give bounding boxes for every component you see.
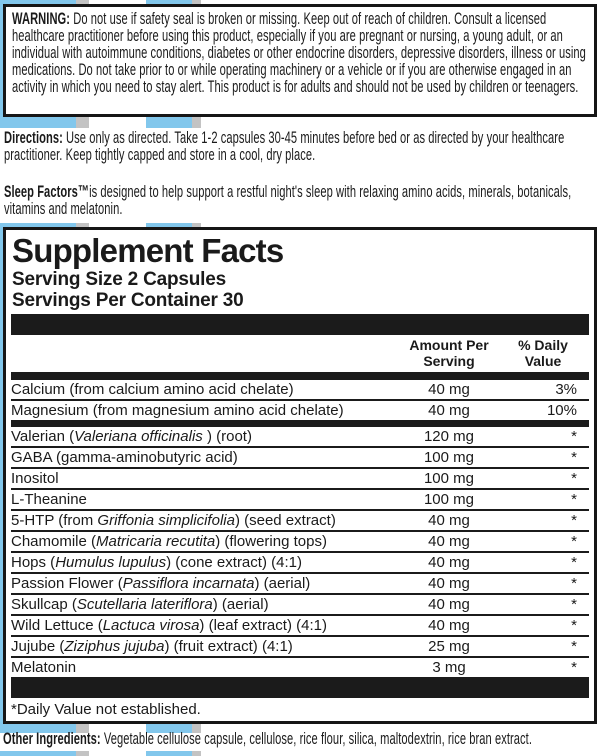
amount-per-serving: 40 mg xyxy=(428,575,470,592)
table-row: Chamomile (Matricaria recutita) (floweri… xyxy=(11,530,589,551)
ingredient-name: Melatonin xyxy=(11,659,77,676)
supplement-facts-panel: Supplement Facts Serving Size 2 Capsules… xyxy=(3,227,597,724)
ingredient-name: 5-HTP (from Griffonia simplicifolia) (se… xyxy=(11,512,336,529)
ingredient-name: Chamomile (Matricaria recutita) (floweri… xyxy=(11,533,327,550)
botanical-name: Passiflora incarnata xyxy=(122,575,255,592)
botanical-name: Matricaria recutita xyxy=(96,533,216,550)
botanical-name: Valeriana officinalis xyxy=(74,428,203,445)
serving-size: Serving Size 2 Capsules xyxy=(12,269,226,290)
other-ingredients-paragraph: Other Ingredients: Vegetable cellulose c… xyxy=(3,729,599,748)
botanical-name: Humulus lupulus xyxy=(55,554,167,571)
table-row: GABA (gamma-aminobutyric acid) 100 mg * xyxy=(11,446,589,467)
warning-text: Do not use if safety seal is broken or m… xyxy=(12,9,586,96)
daily-value: * xyxy=(571,659,577,676)
table-row: Inositol 100 mg * xyxy=(11,467,589,488)
supplement-facts-title: Supplement Facts xyxy=(12,232,284,269)
warning-label: WARNING: xyxy=(12,9,74,28)
amount-per-serving: 40 mg xyxy=(428,554,470,571)
section-divider-bar xyxy=(11,420,589,427)
directions-text: Use only as directed. Take 1-2 capsules … xyxy=(4,128,565,164)
table-row: Calcium (from calcium amino acid chelate… xyxy=(11,380,589,399)
ingredient-name: Skullcap (Scutellaria lateriflora) (aeri… xyxy=(11,596,269,613)
daily-value: * xyxy=(571,617,577,634)
botanical-name: Ziziphus jujuba xyxy=(64,638,165,655)
column-headers: Amount Per Serving % Daily Value xyxy=(11,335,589,372)
ingredient-name: Passion Flower (Passiflora incarnata) (a… xyxy=(11,575,311,592)
other-ingredients-text: Vegetable cellulose capsule, cellulose, … xyxy=(103,729,532,748)
ingredient-name: GABA (gamma-aminobutyric acid) xyxy=(11,449,238,466)
table-row: Wild Lettuce (Lactuca virosa) (leaf extr… xyxy=(11,614,589,635)
servings-per-container: Servings Per Container 30 xyxy=(12,290,244,311)
botanical-name: Lactuca virosa xyxy=(102,617,200,634)
ingredient-name: L-Theanine xyxy=(11,491,87,508)
bottom-white-band xyxy=(0,733,600,751)
daily-value: * xyxy=(571,596,577,613)
table-row: Skullcap (Scutellaria lateriflora) (aeri… xyxy=(11,593,589,614)
warning-paragraph: WARNING: Do not use if safety seal is br… xyxy=(12,9,588,96)
botanical-name: Scutellaria lateriflora xyxy=(76,596,213,613)
ingredient-name: Valerian (Valeriana officinalis ) (root) xyxy=(11,428,252,445)
other-ingredients-label: Other Ingredients: xyxy=(3,729,104,748)
daily-value: * xyxy=(571,575,577,592)
table-row: Hops (Humulus lupulus) (cone extract) (4… xyxy=(11,551,589,572)
amount-column-header: Amount Per Serving xyxy=(409,337,489,369)
description-text: is designed to help support a restful ni… xyxy=(4,181,572,218)
daily-value: * xyxy=(571,428,577,445)
daily-value: * xyxy=(571,638,577,655)
daily-value: * xyxy=(571,491,577,508)
ingredient-name: Jujube (Ziziphus jujuba) (fruit extract)… xyxy=(11,638,293,655)
other-ingredients-section: Other Ingredients: Vegetable cellulose c… xyxy=(3,729,600,748)
daily-value: * xyxy=(571,512,577,529)
amount-per-serving: 100 mg xyxy=(423,449,475,466)
ingredient-name: Calcium (from calcium amino acid chelate… xyxy=(11,381,294,398)
table-row: L-Theanine 100 mg * xyxy=(11,488,589,509)
amount-per-serving: 3 mg xyxy=(432,659,466,676)
product-description: Sleep Factors™is designed to help suppor… xyxy=(4,181,597,218)
table-row: Valerian (Valeriana officinalis ) (root)… xyxy=(11,427,589,446)
amount-per-serving: 40 mg xyxy=(428,512,470,529)
ingredient-name: Hops (Humulus lupulus) (cone extract) (4… xyxy=(11,554,302,571)
ingredient-name: Wild Lettuce (Lactuca virosa) (leaf extr… xyxy=(11,617,327,634)
daily-value: * xyxy=(571,449,577,466)
table-row: Magnesium (from magnesium amino acid che… xyxy=(11,399,589,420)
directions-paragraph: Directions: Use only as directed. Take 1… xyxy=(4,128,597,164)
amount-per-serving: 40 mg xyxy=(428,381,470,398)
warning-box: WARNING: Do not use if safety seal is br… xyxy=(3,4,597,117)
amount-per-serving: 40 mg xyxy=(428,402,470,419)
amount-per-serving: 40 mg xyxy=(428,533,470,550)
amount-per-serving: 40 mg xyxy=(428,596,470,613)
divider-bar-bottom xyxy=(11,677,589,698)
table-row: Passion Flower (Passiflora incarnata) (a… xyxy=(11,572,589,593)
table-row: 5-HTP (from Griffonia simplicifolia) (se… xyxy=(11,509,589,530)
amount-per-serving: 100 mg xyxy=(423,470,475,487)
table-row: Jujube (Ziziphus jujuba) (fruit extract)… xyxy=(11,635,589,656)
daily-value: 10% xyxy=(546,402,577,419)
ingredient-rows: Calcium (from calcium amino acid chelate… xyxy=(11,380,589,677)
daily-value: * xyxy=(571,470,577,487)
daily-value: 3% xyxy=(555,381,577,398)
ingredient-name: Magnesium (from magnesium amino acid che… xyxy=(11,402,344,419)
daily-value: * xyxy=(571,554,577,571)
amount-per-serving: 120 mg xyxy=(423,428,475,445)
directions-label: Directions: xyxy=(4,128,67,147)
brand-name: Sleep Factors™ xyxy=(4,181,90,201)
amount-per-serving: 25 mg xyxy=(428,638,470,655)
amount-per-serving: 40 mg xyxy=(428,617,470,634)
divider-bar-header xyxy=(11,372,589,380)
amount-per-serving: 100 mg xyxy=(423,491,475,508)
dv-footnote: *Daily Value not established. xyxy=(11,701,201,718)
directions-section: Directions: Use only as directed. Take 1… xyxy=(0,128,600,223)
ingredient-name: Inositol xyxy=(11,470,59,487)
daily-value-column-header: % Daily Value xyxy=(518,337,568,369)
botanical-name: Griffonia simplicifolia xyxy=(97,512,235,529)
divider-bar-top xyxy=(11,314,589,335)
daily-value: * xyxy=(571,533,577,550)
table-row: Melatonin 3 mg * xyxy=(11,656,589,677)
